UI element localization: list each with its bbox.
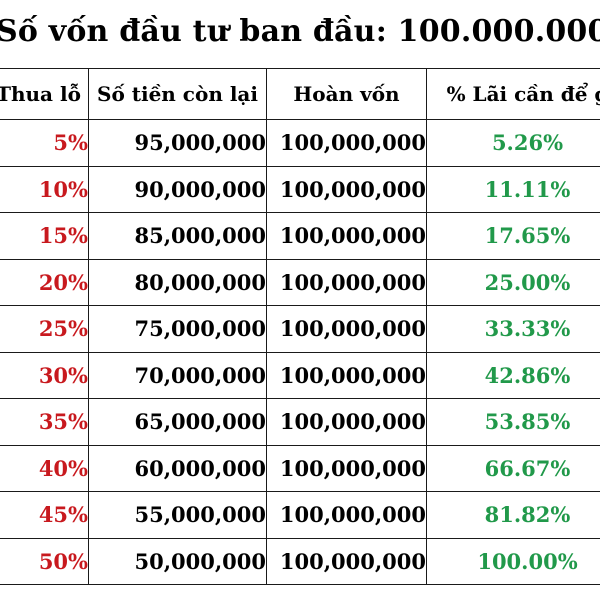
cell-remaining: 75,000,000 [88, 305, 267, 353]
header-breakeven: Hoàn vốn [266, 68, 427, 120]
cell-remaining: 50,000,000 [88, 537, 267, 585]
table-row: 10% 90,000,000 100,000,000 11.11% [0, 165, 600, 213]
cell-gain-needed: 100.00% [426, 537, 600, 585]
cell-breakeven: 100,000,000 [266, 444, 427, 492]
cell-remaining: 55,000,000 [88, 491, 267, 539]
header-loss: Thua lỗ [0, 68, 89, 120]
cell-loss: 5% [0, 119, 89, 167]
cell-loss: 45% [0, 491, 89, 539]
table-row: 35% 65,000,000 100,000,000 53.85% [0, 398, 600, 446]
cell-gain-needed: 66.67% [426, 444, 600, 492]
cell-breakeven: 100,000,000 [266, 258, 427, 306]
header-remaining: Số tiền còn lại [88, 68, 267, 120]
table-body: 5% 95,000,000 100,000,000 5.26% 10% 90,000,00… [0, 119, 600, 585]
cell-gain-needed: 42.86% [426, 351, 600, 399]
table-header-row: Thua lỗ Số tiền còn lại Hoàn vốn % Lãi c… [0, 68, 600, 120]
cell-remaining: 70,000,000 [88, 351, 267, 399]
cell-gain-needed: 53.85% [426, 398, 600, 446]
table-row: 40% 60,000,000 100,000,000 66.67% [0, 444, 600, 492]
cell-remaining: 80,000,000 [88, 258, 267, 306]
cell-gain-needed: 5.26% [426, 119, 600, 167]
cell-loss: 25% [0, 305, 89, 353]
table-row: 15% 85,000,000 100,000,000 17.65% [0, 212, 600, 260]
cell-remaining: 90,000,000 [88, 165, 267, 213]
cell-loss: 10% [0, 165, 89, 213]
table-row: 30% 70,000,000 100,000,000 42.86% [0, 351, 600, 399]
cell-remaining: 60,000,000 [88, 444, 267, 492]
cell-remaining: 95,000,000 [88, 119, 267, 167]
cell-loss: 20% [0, 258, 89, 306]
cell-breakeven: 100,000,000 [266, 212, 427, 260]
cell-remaining: 85,000,000 [88, 212, 267, 260]
table-row: 45% 55,000,000 100,000,000 81.82% [0, 491, 600, 539]
cell-loss: 30% [0, 351, 89, 399]
cell-gain-needed: 17.65% [426, 212, 600, 260]
cell-breakeven: 100,000,000 [266, 398, 427, 446]
header-gain-needed: % Lãi cần để g [426, 68, 600, 120]
cell-loss: 35% [0, 398, 89, 446]
cell-breakeven: 100,000,000 [266, 165, 427, 213]
loss-recovery-table: Thua lỗ Số tiền còn lại Hoàn vốn % Lãi c… [0, 68, 600, 585]
table-row: 50% 50,000,000 100,000,000 100.00% [0, 537, 600, 585]
table-row: 25% 75,000,000 100,000,000 33.33% [0, 305, 600, 353]
table-row: 5% 95,000,000 100,000,000 5.26% [0, 119, 600, 167]
cell-gain-needed: 81.82% [426, 491, 600, 539]
page-title: Số vốn đầu tư ban đầu: 100.000.000 đồng [0, 14, 600, 49]
cell-loss: 50% [0, 537, 89, 585]
cell-breakeven: 100,000,000 [266, 537, 427, 585]
cell-breakeven: 100,000,000 [266, 119, 427, 167]
cell-breakeven: 100,000,000 [266, 491, 427, 539]
cell-loss: 15% [0, 212, 89, 260]
cell-gain-needed: 33.33% [426, 305, 600, 353]
cell-gain-needed: 11.11% [426, 165, 600, 213]
cell-breakeven: 100,000,000 [266, 305, 427, 353]
table-row: 20% 80,000,000 100,000,000 25.00% [0, 258, 600, 306]
cell-remaining: 65,000,000 [88, 398, 267, 446]
cell-loss: 40% [0, 444, 89, 492]
cell-gain-needed: 25.00% [426, 258, 600, 306]
cell-breakeven: 100,000,000 [266, 351, 427, 399]
